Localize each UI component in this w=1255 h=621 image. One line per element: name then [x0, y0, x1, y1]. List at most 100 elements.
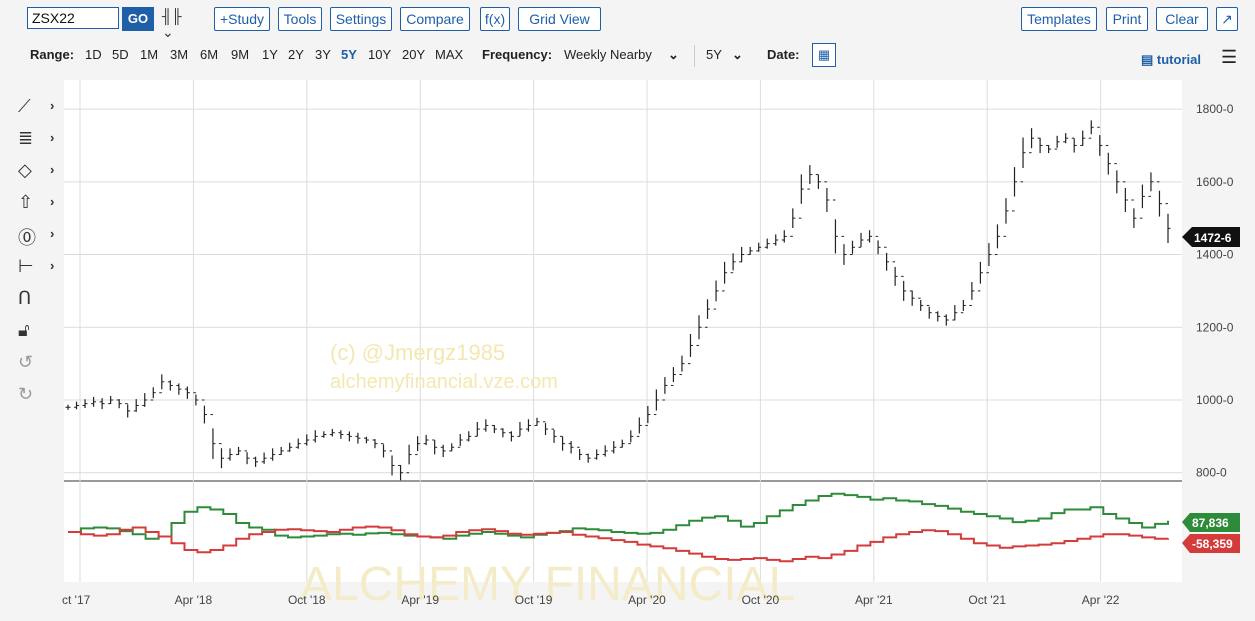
price-bar	[457, 434, 463, 448]
print-button[interactable]: Print	[1106, 7, 1148, 31]
green-series-tag: 87,836	[1192, 516, 1229, 530]
last-price-tag: 1472-6	[1182, 227, 1240, 247]
price-bar	[764, 238, 770, 249]
chevron-down-icon[interactable]: ⌄	[668, 47, 679, 62]
clear-button[interactable]: Clear	[1156, 7, 1208, 31]
time-tick-label: Apr '18	[175, 593, 213, 607]
tutorial-link[interactable]: ▤ tutorial	[1141, 52, 1201, 68]
go-button[interactable]: GO	[122, 7, 154, 31]
price-bar	[346, 431, 352, 442]
price-bar	[1122, 181, 1128, 212]
price-bar	[1156, 181, 1162, 217]
range-1m[interactable]: 1M	[140, 47, 159, 62]
range-5y[interactable]: 5Y	[341, 47, 357, 62]
price-bar	[602, 445, 608, 457]
price-bar	[577, 446, 583, 460]
range-3m[interactable]: 3M	[170, 47, 189, 62]
price-bar	[551, 428, 557, 443]
shape-tool-icon[interactable]: ◇ ›	[18, 160, 55, 180]
price-bar	[355, 432, 361, 444]
price-tick-label: 1800-0	[1196, 102, 1234, 116]
price-bar	[841, 235, 847, 265]
price-bar	[1088, 120, 1094, 139]
lock-icon[interactable]: 🔓︎	[18, 320, 30, 340]
red-series-tag: -58,359	[1192, 537, 1233, 551]
price-bar	[312, 430, 318, 443]
magnet-icon[interactable]: Ո	[18, 288, 32, 308]
range-1y[interactable]: 1Y	[262, 47, 278, 62]
time-tick-label: Oct '20	[742, 593, 780, 607]
calendar-icon[interactable]: ▦	[812, 43, 836, 67]
price-bar	[1063, 133, 1069, 144]
tools-button[interactable]: Tools	[278, 7, 322, 31]
price-bar	[483, 419, 489, 432]
price-bar	[722, 261, 728, 292]
templates-button[interactable]: Templates	[1021, 7, 1097, 31]
fibonacci-tool-icon[interactable]: ≣ ›	[18, 128, 55, 148]
indicator-lines	[68, 492, 1169, 563]
price-bar	[91, 396, 97, 407]
price-bar	[261, 452, 267, 464]
price-bar	[696, 315, 702, 346]
time-tick-label: Apr '20	[628, 593, 666, 607]
price-axis: 1800-0 1600-0 1400-0 1200-0 1000-0 800-0	[1196, 102, 1234, 480]
price-bar	[491, 424, 497, 434]
indicator-panel	[64, 482, 1182, 582]
range-9m[interactable]: 9M	[231, 47, 250, 62]
range-max[interactable]: MAX	[435, 47, 464, 62]
price-bar	[568, 441, 574, 454]
price-bar	[994, 224, 1000, 256]
range-2y[interactable]: 2Y	[288, 47, 304, 62]
price-panel	[64, 80, 1182, 480]
price-bar	[415, 436, 421, 456]
undo-icon[interactable]: ↺	[18, 352, 34, 372]
function-button[interactable]: f(x)	[480, 7, 510, 31]
price-bar	[849, 240, 855, 256]
price-bar	[304, 434, 310, 446]
price-bar	[943, 314, 949, 326]
time-tick-label: Oct '21	[968, 593, 1006, 607]
add-study-button[interactable]: +Study	[214, 7, 270, 31]
price-bar	[807, 165, 813, 190]
grid-view-button[interactable]: Grid View	[518, 7, 601, 31]
annotation-tool-icon[interactable]: ⓪ ›	[18, 226, 55, 248]
measure-tool-icon[interactable]: ⊢ ›	[18, 256, 55, 276]
price-bar	[372, 439, 378, 449]
bar-type-dropdown[interactable]: ╢╟ ⌄	[162, 8, 192, 40]
price-bar	[363, 436, 369, 444]
price-bar	[730, 253, 736, 274]
chevron-down-icon[interactable]: ⌄	[732, 47, 743, 62]
price-bar	[875, 235, 881, 255]
ohlc-bar-icon: ╢╟	[162, 8, 182, 24]
range-5d[interactable]: 5D	[112, 47, 129, 62]
price-bar	[184, 386, 190, 399]
price-bar	[645, 406, 651, 426]
range-3y[interactable]: 3Y	[315, 47, 331, 62]
price-bar	[909, 290, 915, 306]
period-dropdown[interactable]: 5Y	[706, 47, 722, 62]
price-bar	[244, 450, 250, 465]
expand-button[interactable]: ↗	[1216, 7, 1238, 31]
price-bar	[440, 444, 446, 458]
price-bar	[423, 434, 429, 446]
menu-icon[interactable]: ☰	[1221, 47, 1238, 67]
price-bar	[918, 297, 924, 311]
price-bar	[747, 246, 753, 256]
line-tool-icon[interactable]: ⟋ ›	[18, 96, 55, 116]
range-20y[interactable]: 20Y	[402, 47, 426, 62]
range-6m[interactable]: 6M	[200, 47, 219, 62]
indicator-series-line	[68, 525, 1169, 563]
price-bar	[270, 448, 276, 461]
price-bar	[773, 234, 779, 246]
price-bar	[218, 443, 224, 469]
compare-button[interactable]: Compare	[400, 7, 470, 31]
range-1d[interactable]: 1D	[85, 47, 102, 62]
price-bar	[99, 398, 105, 410]
redo-icon[interactable]: ↻	[18, 384, 34, 404]
symbol-input[interactable]: ZSX22	[27, 7, 119, 29]
arrow-tool-icon[interactable]: ⇧ ›	[18, 192, 55, 212]
frequency-dropdown[interactable]: Weekly Nearby	[564, 47, 652, 62]
range-10y[interactable]: 10Y	[368, 47, 392, 62]
settings-button[interactable]: Settings	[330, 7, 392, 31]
